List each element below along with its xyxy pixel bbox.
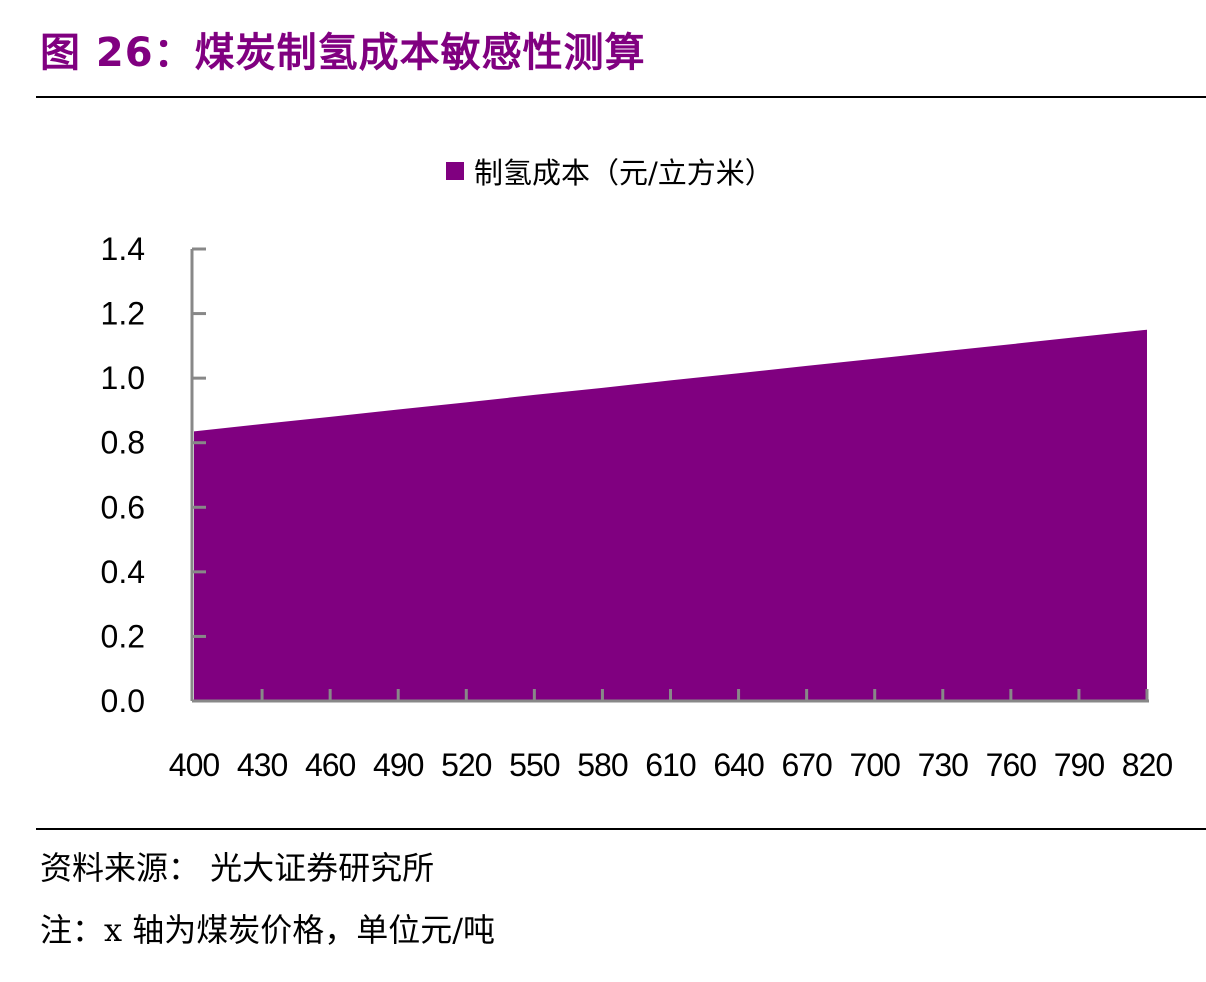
bottom-divider [36,828,1206,830]
x-tick-label: 610 [645,747,696,783]
x-tick-label: 490 [373,747,424,783]
legend-swatch [446,162,464,180]
x-tick-label: 730 [918,747,969,783]
legend-label: 制氢成本（元/立方米） [474,156,774,190]
source-text: 资料来源： 光大证券研究所 [40,849,435,887]
x-tick-label: 580 [577,747,628,783]
note-text: 注：x 轴为煤炭价格，单位元/吨 [40,911,496,949]
figure-title: 图 26：煤炭制氢成本敏感性测算 [40,30,646,76]
y-tick-label: 1.2 [101,296,145,332]
x-tick-label: 640 [713,747,764,783]
x-tick-label: 430 [237,747,288,783]
y-tick-label: 0.4 [101,554,145,590]
y-tick-label: 0.8 [101,425,145,461]
x-tick-label: 700 [850,747,901,783]
top-divider [36,96,1206,98]
x-tick-label: 400 [169,747,220,783]
x-tick-label: 790 [1054,747,1105,783]
x-tick-label: 520 [441,747,492,783]
legend: 制氢成本（元/立方米） [446,150,774,192]
x-tick-label: 670 [781,747,832,783]
y-tick-label: 0.6 [101,489,145,525]
x-tick-label: 820 [1122,747,1173,783]
y-tick-label: 1.0 [101,360,145,396]
area-series [194,329,1147,701]
x-tick-label: 550 [509,747,560,783]
x-tick-label: 460 [305,747,356,783]
x-tick-label: 760 [986,747,1037,783]
y-tick-label: 0.2 [101,618,145,654]
y-tick-label: 0.0 [101,683,145,719]
y-tick-label: 1.4 [101,231,145,267]
